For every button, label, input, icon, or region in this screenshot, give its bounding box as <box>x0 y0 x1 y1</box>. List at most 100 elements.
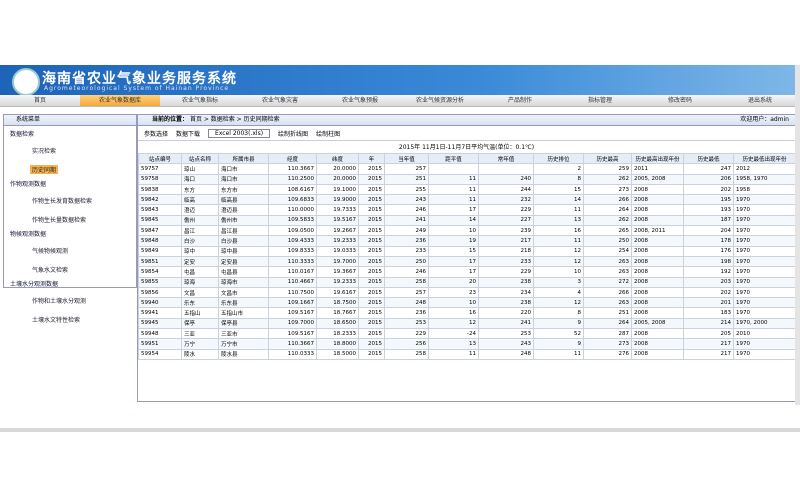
table-cell: 1970 <box>733 286 795 299</box>
table-cell: 257 <box>384 163 429 175</box>
table-cell: 白沙县 <box>218 235 269 247</box>
menu-item[interactable]: 作物生长量数据检索 <box>32 217 87 224</box>
column-header: 经度 <box>268 152 317 165</box>
menu-item[interactable]: 气象水文检索 <box>32 267 69 274</box>
menu-row: 气候物候观测 <box>4 238 136 257</box>
menu-item[interactable]: 作物生长发育数据检索 <box>32 198 93 205</box>
nav-item[interactable]: 农业气象指标 <box>181 97 218 104</box>
table-cell: 249 <box>384 225 429 237</box>
table-cell: 2010 <box>733 328 795 340</box>
format-select[interactable]: Excel 2003(.xls) <box>208 128 271 138</box>
table-cell: 2015 <box>358 307 385 319</box>
nav-item[interactable]: 修改密码 <box>667 97 692 104</box>
table-row: 59838 东方 东方市 108.6167 19.1000 2015 255 11 244 15 2… <box>138 183 795 196</box>
nav-item[interactable]: 农业气象数据库 <box>80 95 160 106</box>
nav-item[interactable]: 农业气象预报 <box>341 97 378 104</box>
table-cell: 2008 <box>631 338 684 350</box>
table-cell: 220 <box>478 307 534 319</box>
table-cell: 2011 <box>631 163 684 175</box>
table-cell: 3 <box>533 276 584 288</box>
data-table: 站点编号 站点名称 所属市县 经度 纬度年当年值 距平值 常年值 历史排位 历史最高 历史最高出现… <box>138 152 795 360</box>
toolbar-button[interactable]: 绘制折线图 <box>278 130 309 138</box>
table-cell: 236 <box>384 235 429 247</box>
column-header: 纬度 <box>316 152 359 165</box>
nav-item[interactable]: 农业气候资源分析 <box>415 97 464 104</box>
table-row: 59758 海口 海口市 110.2500 20.0000 2015 251 11 240 8 26… <box>138 173 795 185</box>
table-cell: 2008 <box>631 183 684 196</box>
table-cell: 19.7000 <box>316 255 359 268</box>
toolbar-button[interactable]: 绘制柱图 <box>316 130 341 138</box>
menu-item[interactable]: 历史同期 <box>30 165 59 174</box>
column-header: 历史排位 <box>533 152 584 165</box>
table-cell: 保亭 <box>181 317 219 330</box>
table-row: 59842 临高 临高县 109.6833 19.9000 2015 243 11 232 14 2… <box>138 194 795 206</box>
menu-item[interactable]: 气候物候观测 <box>32 248 69 255</box>
nav-item[interactable]: 农业气象灾害 <box>261 97 298 104</box>
table-cell: 澄迈 <box>181 204 219 216</box>
table-cell: 10 <box>533 266 584 278</box>
menu-group[interactable]: 作物观测数据 <box>10 181 47 188</box>
table-cell: 250 <box>384 255 429 268</box>
nav-item[interactable]: 首页 <box>33 97 46 104</box>
table-cell: 2015 <box>358 317 385 330</box>
menu-item[interactable]: 作物和土壤水分观测 <box>32 298 87 305</box>
table-cell: 2015 <box>358 276 385 288</box>
table-cell: 2 <box>533 163 584 175</box>
menu-row: 实况检索 <box>4 138 136 157</box>
table-row: 59848 白沙 白沙县 109.4333 19.2333 2015 236 19 217 11 2… <box>138 235 795 247</box>
table-cell: 17 <box>428 204 479 216</box>
menu-group[interactable]: 数据检索 <box>10 131 35 138</box>
menu-row: 作物生长发育数据检索 <box>4 188 136 207</box>
nav-item[interactable]: 退出系统 <box>747 97 772 104</box>
table-cell: 202 <box>683 183 734 196</box>
table-cell: -24 <box>428 328 479 340</box>
table-cell: 246 <box>384 266 429 278</box>
table-cell: 8 <box>533 173 584 185</box>
table-row: 59843 澄迈 澄迈县 110.0000 19.7333 2015 246 17 229 11 2… <box>138 204 795 216</box>
table-cell: 110.3667 <box>268 338 317 350</box>
table-cell: 2015 <box>358 163 385 175</box>
menu-item[interactable]: 实况检索 <box>32 148 57 155</box>
toolbar-button[interactable]: 数据下载 <box>176 130 201 138</box>
menu-item[interactable]: 土壤水文特性检索 <box>32 317 81 324</box>
nav-item[interactable]: 产品制作 <box>507 97 532 104</box>
menu-row: 气象水文检索 <box>4 257 136 276</box>
table-cell: 万宁市 <box>218 338 269 350</box>
table-row: 59941 五指山 五指山市 109.5167 18.7667 2015 236 16 220 8… <box>138 307 795 319</box>
menu-row: 作物生长量数据检索 <box>4 207 136 226</box>
user-info: 欢迎用户：admin <box>740 116 789 123</box>
table-cell: 2015 <box>358 328 385 340</box>
table-cell: 241 <box>384 214 429 227</box>
table-cell: 259 <box>583 163 632 175</box>
table-cell: 19.6167 <box>316 286 359 299</box>
nav-bar: 首页 农业气象数据库 农业气象指标 农业气象灾害 农业气象预报 农业气候资源分析 产品制作 指… <box>0 95 800 107</box>
table-cell: 东方市 <box>218 183 269 196</box>
table-cell: 59948 <box>138 328 182 340</box>
table-cell: 10 <box>428 225 479 237</box>
table-cell: 14 <box>428 214 479 227</box>
table-cell: 三亚市 <box>218 328 269 340</box>
table-cell: 11 <box>533 348 584 360</box>
table-cell: 59757 <box>138 163 182 175</box>
table-cell: 2008 <box>631 204 684 216</box>
column-header: 历史最高出现年份 <box>631 152 684 165</box>
menu-group[interactable]: 土壤水分观测数据 <box>10 281 59 288</box>
table-cell: 1970 <box>733 235 795 247</box>
table-cell: 229 <box>478 204 534 216</box>
toolbar-button[interactable]: 参数选择 <box>144 130 169 138</box>
table-cell: 1970 <box>733 204 795 216</box>
breadcrumb-path: 首页 > 数据检索 > 历史同期检索 <box>189 116 280 123</box>
nav-item[interactable]: 指标管理 <box>587 97 612 104</box>
table-cell: 109.5833 <box>268 214 317 227</box>
table-cell: 238 <box>478 297 534 309</box>
table-caption: 2015年 11月1日-11月7日平均气温(单位：0.1℃) <box>398 144 535 151</box>
menu-group[interactable]: 物候观测数据 <box>10 231 47 238</box>
table-cell: 20.0000 <box>316 163 359 175</box>
table-cell: 2015 <box>358 214 385 227</box>
table-cell: 254 <box>583 245 632 257</box>
table-cell: 11 <box>428 348 479 360</box>
column-header: 常年值 <box>478 152 534 165</box>
table-cell: 19.3667 <box>316 266 359 278</box>
table-cell: 12 <box>533 297 584 309</box>
